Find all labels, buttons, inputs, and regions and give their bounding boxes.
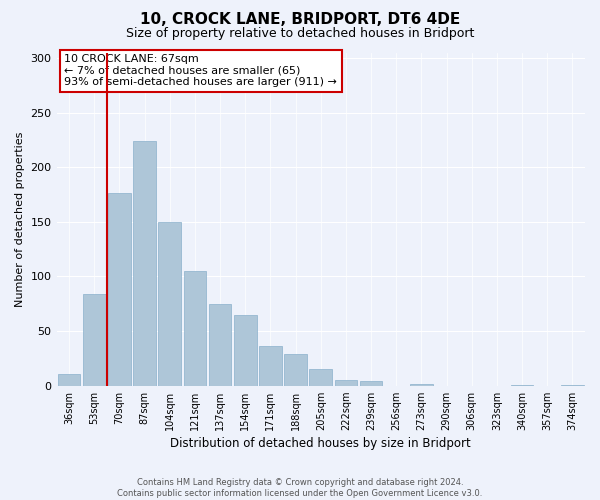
- Bar: [259, 346, 282, 386]
- Bar: [284, 354, 307, 386]
- Text: 10 CROCK LANE: 67sqm
← 7% of detached houses are smaller (65)
93% of semi-detach: 10 CROCK LANE: 67sqm ← 7% of detached ho…: [64, 54, 337, 88]
- Bar: [184, 271, 206, 386]
- Bar: [133, 141, 156, 386]
- Bar: [410, 384, 433, 386]
- Text: 10, CROCK LANE, BRIDPORT, DT6 4DE: 10, CROCK LANE, BRIDPORT, DT6 4DE: [140, 12, 460, 28]
- Bar: [108, 194, 131, 386]
- Bar: [335, 380, 357, 386]
- X-axis label: Distribution of detached houses by size in Bridport: Distribution of detached houses by size …: [170, 437, 471, 450]
- Bar: [310, 370, 332, 386]
- Text: Contains HM Land Registry data © Crown copyright and database right 2024.
Contai: Contains HM Land Registry data © Crown c…: [118, 478, 482, 498]
- Bar: [58, 374, 80, 386]
- Bar: [234, 314, 257, 386]
- Bar: [511, 384, 533, 386]
- Bar: [561, 384, 584, 386]
- Bar: [158, 222, 181, 386]
- Text: Size of property relative to detached houses in Bridport: Size of property relative to detached ho…: [126, 28, 474, 40]
- Bar: [360, 382, 382, 386]
- Bar: [83, 294, 106, 386]
- Bar: [209, 304, 232, 386]
- Y-axis label: Number of detached properties: Number of detached properties: [15, 132, 25, 307]
